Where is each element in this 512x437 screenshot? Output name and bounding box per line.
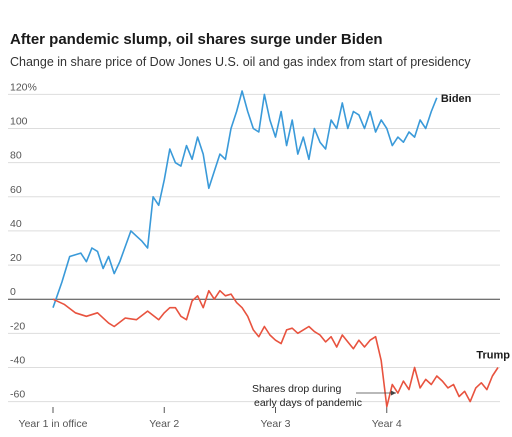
y-tick-label: 40 (10, 218, 22, 230)
annotation-line-2: early days of pandemic (254, 397, 362, 409)
annotation-line-1: Shares drop during (252, 383, 341, 395)
series-label-trump: Trump (476, 349, 510, 361)
x-tick-label: Year 4 (372, 418, 402, 430)
series-labels: Biden Trump (441, 93, 510, 362)
annotation: Shares drop during early days of pandemi… (252, 383, 396, 409)
series-lines (52, 90, 499, 408)
y-tick-label: 80 (10, 150, 22, 162)
annotation-arrowhead (391, 390, 396, 396)
y-tick-label: 0 (10, 286, 16, 298)
series-label-biden: Biden (441, 93, 472, 105)
x-tick-label: Year 2 (149, 418, 179, 430)
x-tick-label: Year 3 (261, 418, 291, 430)
x-axis-ticks: Year 1 in office Year 2 Year 3 Year 4 (19, 407, 402, 430)
y-tick-label: -20 (10, 320, 25, 332)
y-tick-label: -40 (10, 354, 25, 366)
y-tick-label: 20 (10, 252, 22, 264)
chart-subtitle: Change in share price of Dow Jones U.S. … (10, 55, 471, 69)
y-tick-label: -60 (10, 389, 25, 401)
chart-title: After pandemic slump, oil shares surge u… (10, 31, 383, 48)
series-line-trump (52, 289, 499, 408)
y-axis-ticks: 120% 100 80 60 40 20 0 -20 -40 -60 (10, 81, 37, 400)
series-line-biden (52, 90, 438, 308)
gridlines (8, 93, 500, 403)
x-tick-label: Year 1 in office (19, 418, 88, 430)
y-tick-label: 100 (10, 116, 28, 128)
y-tick-label: 60 (10, 184, 22, 196)
y-tick-label: 120% (10, 81, 37, 93)
